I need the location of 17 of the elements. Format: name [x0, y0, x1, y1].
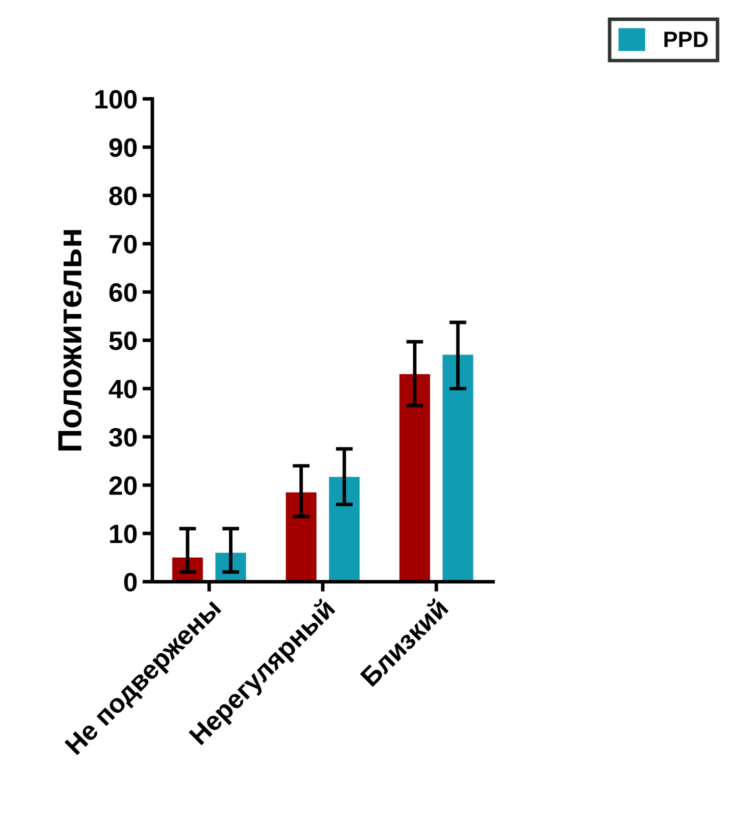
- y-tick-label: 40: [108, 380, 137, 398]
- y-tick-label: 60: [109, 283, 137, 302]
- y-axis-title: Положительн: [58, 230, 82, 450]
- bar: [286, 492, 316, 582]
- y-tick-label: 80: [109, 186, 137, 206]
- y-tick-label: 10: [110, 524, 137, 544]
- bar: [442, 354, 474, 582]
- legend-label: PPD: [664, 32, 708, 48]
- y-tick-label: 0: [124, 572, 137, 592]
- bar: [328, 476, 360, 582]
- y-tick-label: 20: [109, 476, 137, 495]
- y-tick-label: 30: [109, 428, 137, 447]
- y-tick-label: 50: [109, 331, 137, 350]
- y-tick-label: 90: [109, 138, 137, 157]
- y-tick-label: 70: [110, 234, 137, 254]
- y-tick-label: 100: [95, 90, 137, 109]
- bar: [399, 374, 430, 582]
